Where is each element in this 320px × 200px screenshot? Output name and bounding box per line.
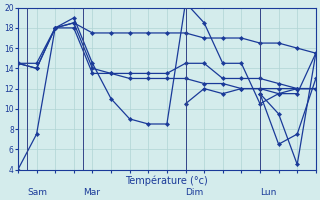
Text: Lun: Lun: [260, 188, 276, 197]
X-axis label: Température (°c): Température (°c): [125, 175, 208, 186]
Text: Mar: Mar: [83, 188, 100, 197]
Text: Dim: Dim: [186, 188, 204, 197]
Text: Sam: Sam: [27, 188, 47, 197]
